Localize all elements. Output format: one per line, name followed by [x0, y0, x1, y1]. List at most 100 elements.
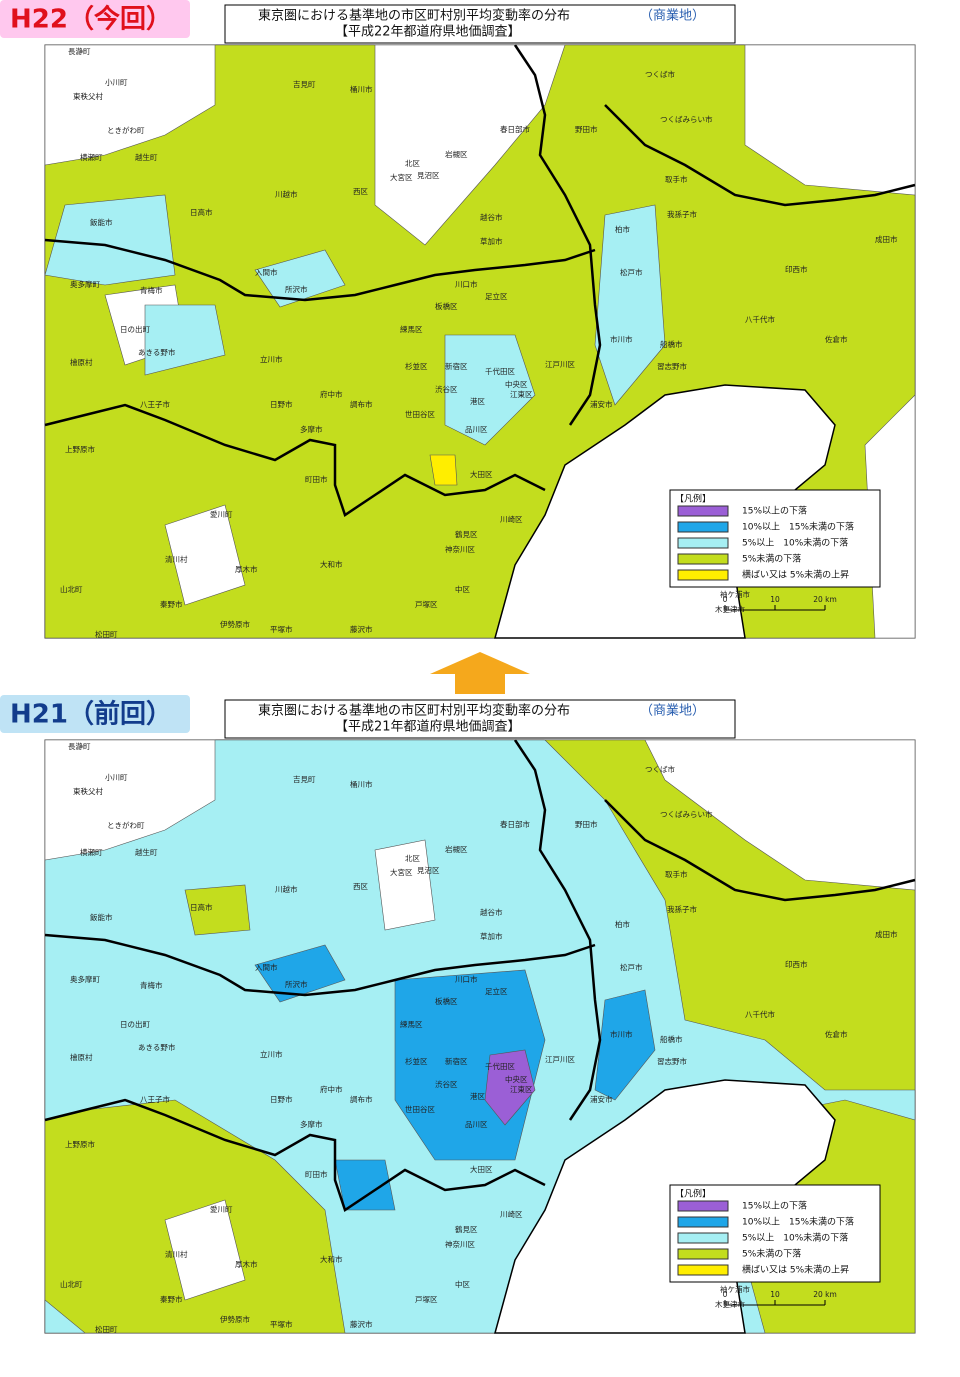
place-label: つくば市: [645, 69, 675, 79]
place-label: 船橋市: [660, 1034, 683, 1044]
place-label: 渋谷区: [435, 1079, 458, 1089]
scale-label: 20 km: [813, 1290, 837, 1299]
place-label: 川口市: [455, 279, 478, 289]
scale-label: 10: [770, 1290, 780, 1299]
place-label: 秦野市: [160, 599, 183, 609]
legend-swatch: [677, 1264, 729, 1276]
place-label: 大宮区: [390, 172, 413, 182]
place-label: 檜原村: [70, 357, 93, 367]
region: [254, 249, 346, 308]
region: [484, 1049, 536, 1126]
place-label: 厚木市: [235, 1259, 258, 1269]
arrow-shaft: [455, 672, 505, 694]
place-label: 府中市: [320, 1084, 343, 1094]
legend-title: 【凡例】: [675, 1188, 711, 1200]
place-label: 山北町: [60, 1279, 83, 1289]
legend-label: 5%以上 10%未満の下落: [742, 1232, 848, 1244]
map-title: 東京圏における基準地の市区町村別平均変動率の分布: [258, 703, 570, 719]
legend-title: 【凡例】: [675, 493, 711, 505]
legend-swatch: [677, 1248, 729, 1260]
place-label: 大田区: [470, 469, 493, 479]
legend-label: 15%以上の下落: [742, 1200, 807, 1212]
place-label: 川口市: [455, 974, 478, 984]
place-label: 八王子市: [140, 399, 170, 409]
place-label: 我孫子市: [667, 209, 697, 219]
region: [594, 989, 656, 1101]
place-label: 日の出町: [120, 1019, 150, 1029]
place-label: 中区: [455, 584, 470, 594]
place-label: 多摩市: [300, 1119, 323, 1129]
place-label: 奥多摩町: [70, 974, 100, 984]
place-label: 世田谷区: [405, 1104, 435, 1114]
place-label: 千代田区: [485, 1061, 515, 1071]
legend-swatch: [677, 1216, 729, 1228]
place-label: 木更津市: [715, 1299, 745, 1309]
place-label: 藤沢市: [350, 624, 373, 634]
place-label: 中区: [455, 1279, 470, 1289]
place-label: 練馬区: [400, 324, 423, 334]
place-label: 習志野市: [657, 361, 687, 371]
place-label: 川越市: [275, 884, 298, 894]
place-label: 入間市: [255, 267, 278, 277]
place-label: 川越市: [275, 189, 298, 199]
region: [164, 504, 246, 606]
prefecture-border: [513, 44, 602, 426]
place-label: 戸塚区: [415, 600, 438, 609]
place-label: 佐倉市: [825, 334, 848, 344]
place-label: 見沼区: [417, 171, 440, 180]
place-label: 伊勢原市: [220, 1314, 250, 1324]
place-label: 世田谷区: [405, 409, 435, 419]
place-label: 日の出町: [120, 324, 150, 334]
place-label: つくば市: [645, 764, 675, 774]
place-label: 市川市: [610, 1029, 633, 1039]
place-label: 小川町: [105, 773, 128, 782]
place-label: 我孫子市: [667, 904, 697, 914]
place-label: 上野原市: [65, 1139, 95, 1149]
scale-label: 0: [723, 595, 728, 604]
place-label: 袖ケ浦市: [720, 589, 750, 599]
place-label: 多摩市: [300, 424, 323, 434]
place-label: 越生町: [135, 847, 158, 857]
place-label: 青梅市: [140, 980, 163, 990]
place-label: 吉見町: [293, 80, 316, 89]
place-label: 上野原市: [65, 444, 95, 454]
place-label: 横瀬町: [80, 152, 103, 162]
region: [164, 1199, 246, 1301]
place-label: 中央区: [505, 1074, 528, 1084]
place-label: 草加市: [480, 931, 503, 941]
prefecture-border: [44, 933, 596, 997]
place-label: 板橋区: [435, 301, 458, 311]
place-label: 川崎区: [500, 1209, 523, 1219]
region: [144, 304, 226, 376]
place-label: 鶴見区: [455, 529, 478, 539]
place-label: 浦安市: [590, 399, 613, 409]
place-label: 江戸川区: [545, 1055, 575, 1064]
place-label: 杉並区: [405, 1056, 428, 1066]
title-box: [224, 699, 736, 739]
map-subtitle: 【平成21年都道府県地価調査】: [335, 720, 521, 735]
place-label: 日野市: [270, 1094, 293, 1104]
place-label: 桶川市: [350, 779, 373, 789]
region: [374, 839, 436, 931]
panel: H22（今回） 東京圏における基準地の市区町村別平均変動率の分布 （商業地） 【平成2…: [0, 0, 916, 639]
place-label: 足立区: [485, 986, 508, 996]
place-label: 神奈川区: [445, 1239, 475, 1249]
place-label: 柏市: [615, 919, 630, 929]
region: [744, 44, 916, 196]
place-label: 渋谷区: [435, 384, 458, 394]
legend-label: 5%以上 10%未満の下落: [742, 537, 848, 549]
place-label: 飯能市: [90, 217, 113, 227]
place-label: 船橋市: [660, 339, 683, 349]
legend-label: 15%以上の下落: [742, 505, 807, 517]
place-label: 港区: [470, 1091, 485, 1101]
place-label: 八千代市: [745, 1009, 775, 1019]
panel-tag: H22（今回）: [10, 4, 172, 35]
prefecture-border: [604, 104, 916, 207]
place-label: 所沢市: [285, 284, 308, 294]
place-label: 東秩父村: [73, 786, 103, 796]
place-label: 平塚市: [270, 624, 293, 634]
place-label: 春日部市: [500, 819, 530, 829]
